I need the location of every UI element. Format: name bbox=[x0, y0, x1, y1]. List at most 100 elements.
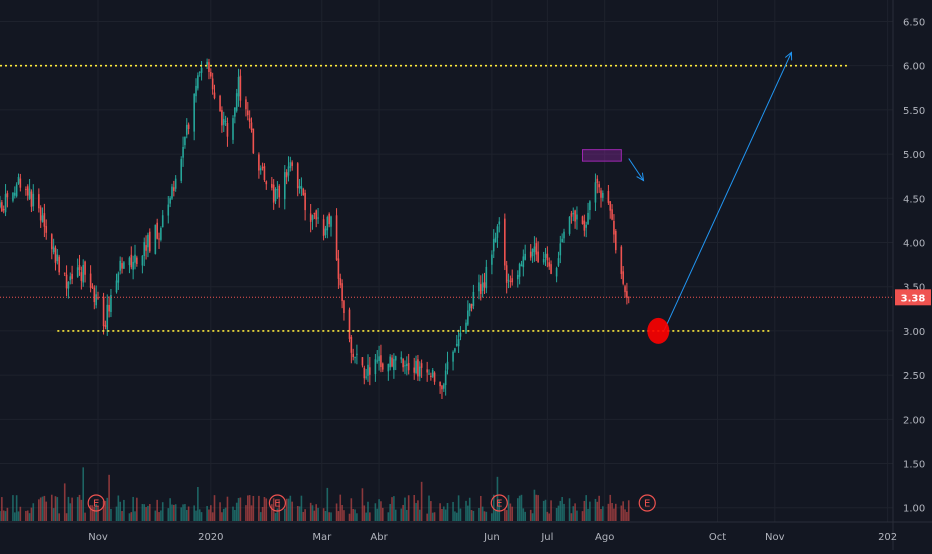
volume-bar bbox=[352, 509, 354, 521]
volume-bar bbox=[483, 511, 486, 521]
volume-bar bbox=[38, 499, 40, 521]
volume-bar bbox=[160, 510, 162, 521]
volume-bar bbox=[568, 498, 571, 521]
volume-bar bbox=[237, 498, 240, 521]
volume-bar bbox=[56, 497, 59, 521]
candle-body bbox=[585, 224, 587, 228]
volume-bar bbox=[335, 503, 338, 521]
candle-body bbox=[363, 367, 366, 379]
price-tick-label: 6.00 bbox=[903, 62, 925, 73]
candle-body bbox=[317, 217, 319, 219]
candle-body bbox=[4, 194, 7, 213]
candle-body bbox=[285, 172, 288, 178]
candle-body bbox=[222, 119, 225, 125]
candle-body bbox=[465, 322, 467, 333]
candle-body bbox=[328, 213, 330, 225]
volume-bar bbox=[472, 510, 475, 521]
candle-body bbox=[443, 384, 445, 389]
candle-body bbox=[557, 258, 560, 266]
volume-bar bbox=[224, 507, 227, 521]
volume-bar bbox=[95, 504, 97, 521]
price-tick-label: 4.50 bbox=[903, 194, 925, 205]
candle-body bbox=[589, 201, 591, 211]
candle-body bbox=[439, 381, 441, 387]
volume-bar bbox=[613, 508, 615, 521]
candle-body bbox=[261, 167, 264, 169]
volume-bar bbox=[265, 498, 268, 521]
volume-bar bbox=[492, 494, 495, 521]
volume-bar bbox=[322, 508, 325, 521]
candle-body bbox=[581, 216, 584, 224]
volume-bar bbox=[381, 507, 384, 521]
target-arrow[interactable] bbox=[663, 52, 792, 332]
volume-bar bbox=[430, 501, 432, 521]
price-axis[interactable]: 1.00 1.50 2.00 2.50 3.00 3.50 4.00 4.50 5.00 5.50… bbox=[892, 0, 931, 550]
candle-body bbox=[147, 234, 149, 248]
small-arrow[interactable] bbox=[628, 158, 644, 181]
candle-body bbox=[136, 257, 138, 264]
volume-bar bbox=[441, 508, 443, 521]
time-tick-label: Nov bbox=[765, 532, 785, 543]
candle-body bbox=[185, 124, 188, 135]
volume-bar bbox=[291, 501, 293, 521]
volume-bar bbox=[467, 505, 469, 521]
candle-body bbox=[298, 186, 301, 189]
earnings-marker[interactable] bbox=[268, 494, 286, 512]
candle-body bbox=[65, 274, 68, 289]
candle-body bbox=[193, 93, 195, 132]
volume-bar bbox=[289, 495, 292, 521]
candle-body bbox=[492, 239, 495, 252]
candle-body bbox=[542, 258, 545, 263]
volume-bar bbox=[148, 504, 151, 521]
volume-bar bbox=[106, 497, 109, 521]
earnings-marker[interactable] bbox=[87, 494, 105, 512]
candle-body bbox=[550, 264, 552, 274]
volume-bar bbox=[428, 495, 430, 521]
candle-body bbox=[339, 278, 342, 286]
volume-bar bbox=[627, 500, 630, 521]
volume-bar bbox=[356, 513, 358, 521]
volume-bar bbox=[600, 508, 602, 521]
time-tick-label: Oct bbox=[709, 532, 726, 543]
highlight-rectangle[interactable] bbox=[582, 149, 622, 162]
target-arrow-head bbox=[784, 51, 793, 61]
volume-bar bbox=[246, 495, 249, 521]
candle-body bbox=[97, 297, 99, 299]
candle-body bbox=[406, 363, 408, 367]
target-circle[interactable] bbox=[647, 317, 670, 344]
candle-body bbox=[197, 75, 199, 89]
volume-bar bbox=[315, 504, 318, 521]
candle-body bbox=[452, 351, 454, 362]
candle-body bbox=[41, 215, 44, 223]
candle-body bbox=[504, 218, 506, 266]
volume-bar bbox=[63, 483, 66, 521]
volume-bar bbox=[587, 508, 589, 521]
candle-body bbox=[180, 159, 183, 181]
candle-body bbox=[380, 355, 382, 368]
volume-bar bbox=[213, 495, 216, 521]
earnings-marker[interactable] bbox=[490, 494, 508, 512]
volume-bar bbox=[444, 509, 447, 521]
candle-body bbox=[226, 122, 229, 137]
candle-body bbox=[274, 189, 277, 202]
volume-bar bbox=[158, 512, 160, 521]
candle-body bbox=[572, 212, 575, 215]
candle-body bbox=[0, 202, 1, 208]
candle-body bbox=[123, 262, 125, 269]
candle-body bbox=[300, 186, 303, 189]
volume-bar bbox=[221, 512, 223, 521]
time-axis[interactable]: Nov 2020 Mar Abr Jun Jul Ago Oct Nov 202 bbox=[0, 521, 932, 543]
volume-bar bbox=[154, 510, 157, 521]
candle-body bbox=[624, 286, 626, 293]
volume-bar bbox=[234, 509, 236, 521]
candle-body bbox=[43, 213, 46, 227]
volume-bar bbox=[522, 508, 525, 521]
volume-bar bbox=[350, 498, 353, 521]
volume-bar bbox=[258, 495, 260, 521]
volume-bar bbox=[624, 509, 626, 521]
earnings-marker[interactable] bbox=[638, 494, 656, 512]
candle-body bbox=[376, 360, 379, 362]
